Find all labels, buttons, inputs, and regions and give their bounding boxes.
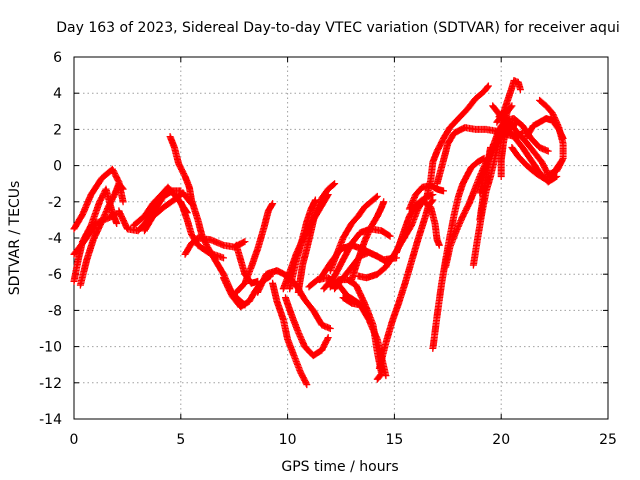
series-arc-44 [508, 144, 565, 182]
series-arc-43 [536, 96, 567, 161]
marker-trace [348, 198, 388, 284]
series-arc-01 [70, 165, 127, 233]
x-tick-label: 20 [492, 432, 510, 448]
marker-trace [476, 144, 494, 224]
series-arc-16 [269, 279, 311, 389]
marker-trace [269, 279, 311, 389]
y-tick-label: 6 [53, 50, 62, 66]
series-arc-33 [422, 82, 492, 202]
x-tick-label: 25 [599, 432, 617, 448]
y-tick-label: 2 [53, 122, 62, 138]
chart-title: Day 163 of 2023, Sidereal Day-to-day VTE… [56, 20, 619, 36]
y-tick-label: -12 [39, 376, 62, 392]
y-tick-label: -8 [48, 303, 62, 319]
y-tick-label: 0 [53, 159, 62, 175]
x-tick-label: 15 [385, 432, 403, 448]
y-tick-label: -6 [48, 267, 62, 283]
marker-trace [375, 196, 437, 372]
marker-trace [508, 144, 565, 182]
series-arc-07 [141, 189, 195, 235]
marker-trace [294, 180, 339, 296]
y-tick-label: -4 [48, 231, 62, 247]
series-arc-30 [375, 196, 437, 372]
x-tick-label: 10 [279, 432, 297, 448]
data-marks [70, 77, 567, 389]
y-axis-label: SDTVAR / TECUs [7, 181, 23, 296]
series-arc-17 [282, 294, 332, 360]
marker-trace [141, 189, 195, 235]
y-tick-label: -10 [39, 340, 62, 356]
x-tick-label: 0 [70, 432, 79, 448]
marker-trace [393, 196, 443, 256]
axis-ticks [73, 56, 609, 420]
x-axis-label: GPS time / hours [281, 459, 398, 475]
series-arc-14 [232, 241, 262, 287]
marker-trace [497, 125, 509, 180]
series-arc-08 [166, 133, 217, 260]
series-arc-28 [348, 198, 388, 284]
marker-trace [232, 241, 262, 287]
series-arc-45 [476, 144, 494, 224]
series-arc-04 [76, 180, 127, 289]
marker-trace [282, 294, 332, 360]
marker-trace [70, 165, 127, 233]
marker-trace [422, 82, 492, 202]
marker-trace [316, 241, 400, 284]
x-tick-label: 5 [176, 432, 185, 448]
y-tick-label: 4 [53, 86, 62, 102]
series-arc-46 [497, 125, 509, 180]
marker-trace [166, 133, 217, 260]
series-arc-19 [286, 196, 319, 293]
y-tick-label: -14 [39, 412, 62, 428]
marker-trace [76, 180, 127, 289]
series-arc-31 [393, 196, 443, 256]
y-tick-label: -2 [48, 195, 62, 211]
marker-trace [536, 96, 567, 161]
series-arc-25 [316, 241, 400, 284]
tick-labels: 0 5 10 15 20 25 -14 -12 -10 -8 -6 -4 -2 0 2 4 6 [39, 50, 617, 448]
marker-trace [286, 196, 319, 293]
series-arc-20 [294, 180, 339, 296]
